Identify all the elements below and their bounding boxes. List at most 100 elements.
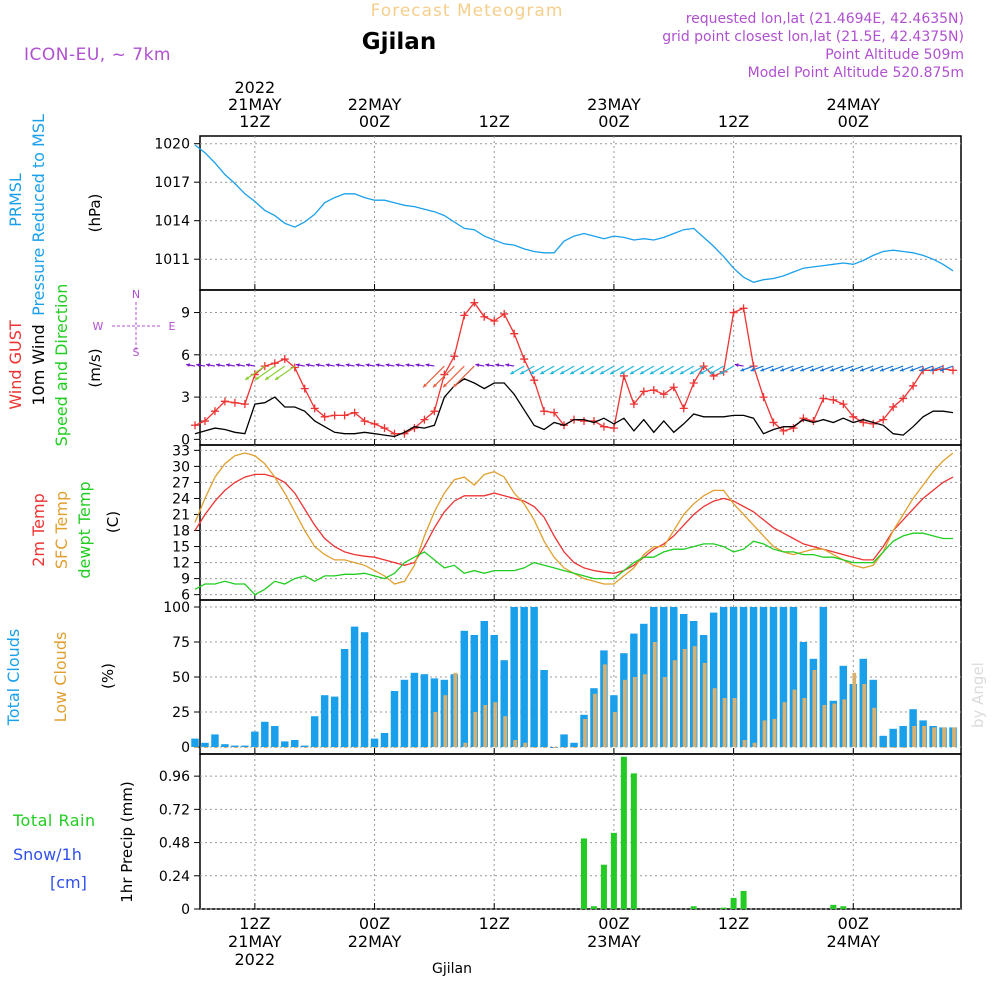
wind-arrowhead — [880, 367, 884, 372]
gust-marker — [520, 355, 529, 364]
low-cloud-bar — [652, 642, 657, 747]
gridpoint-coords: grid point closest lon,lat (21.5E, 42.43… — [662, 29, 964, 45]
wind-arrowhead — [840, 367, 845, 372]
y-tick-label: 0 — [181, 902, 190, 918]
y-tick-label: 27 — [172, 475, 190, 491]
wind-arrowhead — [425, 363, 430, 368]
gust-marker — [709, 371, 718, 380]
wind-arrowhead — [929, 367, 934, 372]
low-cloud-bar — [313, 747, 318, 748]
gust-marker — [191, 421, 200, 430]
low-cloud-bar — [712, 688, 717, 747]
wind-arrowhead — [186, 363, 190, 368]
gust-marker — [300, 384, 309, 393]
low-cloud-bar — [603, 664, 607, 747]
y-tick-label: 18 — [172, 524, 190, 540]
low-cloud-bar — [214, 747, 218, 748]
panel-frame-pressure — [199, 135, 962, 291]
wind-arrowhead — [265, 376, 270, 380]
y-tick-label: 1017 — [154, 175, 190, 191]
y-tick-label: 24 — [172, 491, 190, 507]
y-tick-label: 12 — [172, 556, 190, 572]
y-tick-label: 6 — [181, 348, 190, 364]
low-cloud-bar — [762, 720, 767, 747]
low-cloud-bar — [832, 703, 837, 747]
low-cloud-bar — [702, 663, 707, 747]
temp-unit: (C) — [104, 511, 122, 533]
low-cloud-bar — [363, 747, 368, 748]
wind-arrowhead — [719, 370, 724, 375]
wind-arrowhead — [245, 376, 250, 380]
bottom-hour-label: 00Z — [598, 914, 629, 933]
low-cloud-bar — [333, 747, 338, 748]
top-hour-label: 00Z — [838, 112, 869, 131]
y-tick-label: 15 — [172, 540, 190, 556]
wind-arrowhead — [860, 367, 865, 372]
top-hour-label: 00Z — [359, 112, 390, 131]
wind-unit: (m/s) — [86, 348, 104, 387]
gust-marker — [200, 417, 209, 426]
y-tick-label: 9 — [181, 572, 190, 588]
total-cloud-bar — [201, 742, 209, 747]
gust-marker — [649, 386, 658, 395]
series-line-pressure-reduced-to-msl — [194, 144, 954, 283]
wind-arrowhead — [216, 363, 220, 368]
low-cloud-bar — [622, 679, 627, 747]
gust-marker — [829, 395, 838, 404]
precip-ylabel: 1hr Precip (mm) — [118, 781, 136, 902]
y-tick-label: 0.48 — [159, 836, 190, 852]
bottom-date-label: 23MAY — [587, 932, 641, 951]
total-cloud-bar — [889, 728, 897, 747]
total-cloud-bar — [799, 642, 808, 747]
total-cloud-bar — [879, 735, 887, 747]
low-cloud-bar — [792, 689, 797, 747]
rain-bar — [630, 773, 637, 909]
y-tick-label: 50 — [172, 670, 190, 686]
low-cloud-bar — [662, 677, 667, 747]
total-cloud-bar — [251, 731, 259, 747]
wind-arrowhead — [629, 370, 634, 375]
low-cloud-bar — [722, 698, 727, 747]
wind-arrow — [422, 365, 445, 388]
low-cloud-bar — [543, 747, 547, 748]
low-cloud-bar — [204, 747, 208, 748]
wind-arrowhead — [305, 363, 310, 368]
rain-bar — [610, 832, 617, 909]
total-cloud-bar — [191, 738, 199, 747]
gust-marker — [889, 402, 898, 411]
low-cloud-bar — [373, 747, 378, 748]
wind-arrowhead — [689, 370, 694, 375]
wind-arrow — [432, 365, 455, 388]
low-cloud-bar — [742, 740, 747, 747]
panels-group: 1020101710141011963033302724211815129610… — [4, 78, 962, 969]
wind-label-dir: Speed and Direction — [52, 284, 71, 447]
low-cloud-bar — [463, 742, 468, 747]
total-cloud-bar — [470, 635, 479, 747]
gust-marker — [899, 394, 908, 403]
wind-arrow — [442, 365, 465, 388]
gust-marker — [809, 417, 818, 426]
wind-arrowhead — [415, 363, 420, 368]
gust-marker — [370, 419, 379, 428]
chart-title: Forecast Meteogram — [371, 1, 564, 21]
wind-arrowhead — [679, 370, 684, 375]
low-cloud-bar — [912, 726, 917, 747]
low-cloud-bar — [752, 742, 757, 747]
total-cloud-bar — [370, 738, 379, 747]
total-cloud-bar — [261, 721, 269, 747]
wind-arrowhead — [800, 367, 805, 372]
low-cloud-bar — [353, 747, 358, 748]
wind-arrowhead — [600, 370, 605, 375]
low-cloud-bar — [942, 727, 946, 747]
low-cloud-bar — [822, 705, 827, 747]
wind-arrowhead — [196, 363, 200, 368]
total-cloud-bar — [500, 660, 508, 747]
wind-arrowhead — [669, 370, 674, 375]
total-cloud-bar — [320, 695, 329, 747]
wind-arrowhead — [919, 367, 924, 372]
gust-marker — [420, 415, 429, 424]
low-cloud-bar — [732, 698, 737, 747]
y-tick-label: 30 — [172, 459, 190, 475]
gust-marker — [639, 387, 648, 396]
wind-arrowhead — [780, 367, 785, 372]
